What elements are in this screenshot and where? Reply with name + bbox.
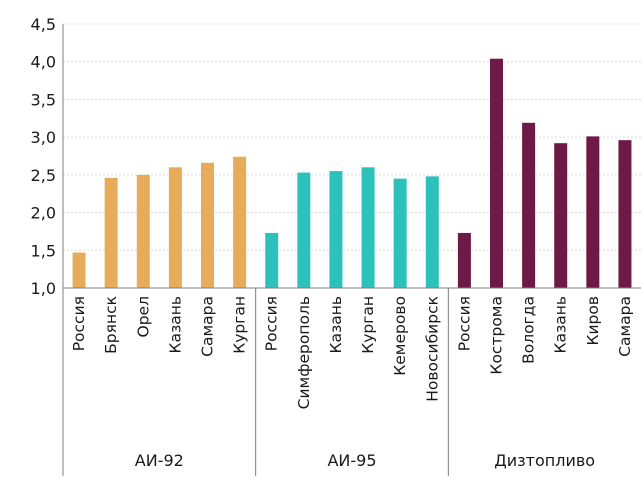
group-label: АИ-92: [135, 451, 184, 470]
bar: [457, 232, 471, 288]
bar: [618, 140, 632, 288]
x-tick-label: Казань: [327, 296, 345, 354]
bar: [522, 122, 536, 288]
y-tick-label: 4,0: [31, 53, 56, 72]
group-label: Дизтопливо: [494, 451, 595, 470]
y-tick-label: 1,5: [31, 241, 56, 260]
y-tick-label: 3,0: [31, 128, 56, 147]
bar: [361, 167, 375, 288]
x-tick-labels: Россия Брянск Орел Казань Самара Курган Россия…: [70, 296, 634, 409]
x-tick-label: Вологда: [520, 296, 538, 364]
x-tick-label: Курган: [231, 296, 249, 354]
bar: [425, 176, 439, 288]
bars: [72, 58, 632, 289]
y-tick-label: 2,0: [31, 204, 56, 223]
y-tick-label: 3,5: [31, 90, 56, 109]
x-tick-label: Курган: [359, 296, 377, 354]
x-tick-label: Самара: [616, 296, 634, 357]
group-label: АИ-95: [327, 451, 376, 470]
bar: [136, 174, 150, 288]
x-tick-label: Россия: [455, 296, 473, 351]
bar: [554, 143, 568, 288]
bar: [329, 171, 343, 288]
bar: [104, 177, 118, 288]
bar: [233, 156, 247, 288]
bar: [201, 162, 214, 288]
x-tick-label: Симферополь: [295, 296, 313, 409]
x-tick-label: Орел: [134, 296, 152, 337]
group-labels: АИ-92 АИ-95 Дизтопливо: [135, 451, 595, 470]
x-tick-label: Киров: [584, 296, 602, 346]
bar: [297, 172, 311, 288]
x-tick-label: Кемерово: [391, 296, 409, 376]
y-tick-label: 4,5: [31, 15, 56, 34]
bar: [168, 167, 182, 288]
gridlines: [63, 23, 641, 251]
x-tick-label: Россия: [263, 296, 281, 351]
bar: [586, 136, 600, 288]
x-tick-label: Кострома: [488, 296, 506, 375]
x-tick-label: Россия: [70, 296, 88, 351]
axes: [62, 24, 641, 476]
x-tick-label: Брянск: [102, 296, 120, 354]
bar: [265, 232, 279, 288]
bar: [490, 58, 503, 289]
x-tick-label: Казань: [552, 296, 570, 354]
x-tick-label: Новосибирск: [423, 296, 441, 402]
y-tick-labels: 1,0 1,5 2,0 2,5 3,0 3,5 4,0 4,5: [31, 15, 56, 298]
x-tick-label: Самара: [199, 296, 217, 357]
y-tick-label: 2,5: [31, 166, 56, 185]
bar: [72, 252, 86, 288]
y-tick-label: 1,0: [31, 279, 56, 298]
x-tick-label: Казань: [166, 296, 184, 354]
bar: [393, 178, 407, 288]
